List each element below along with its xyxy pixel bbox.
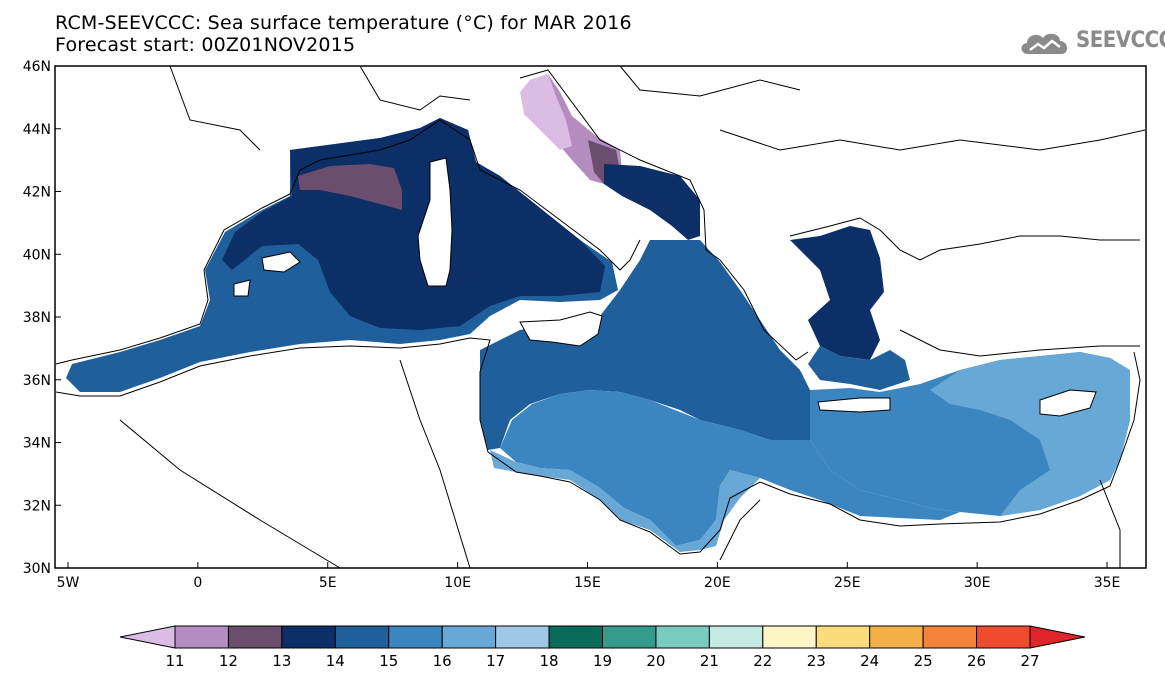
crete — [817, 397, 891, 413]
lon-tick-label: 15E — [574, 575, 601, 591]
colorbar-label: 27 — [1020, 652, 1039, 670]
colorbar-box — [281, 625, 336, 649]
aegean-15 — [808, 346, 910, 390]
colorbar-label: 16 — [433, 652, 452, 670]
colorbar-max-triangle — [1029, 625, 1086, 649]
seevccc-logo: SEEVCCC — [1018, 26, 1165, 58]
corsica-sardinia — [417, 157, 453, 287]
adriatic-11 — [520, 74, 572, 150]
central-south-16 — [500, 390, 960, 546]
coastlines — [55, 65, 1146, 569]
colorbar-label: 17 — [486, 652, 505, 670]
lon-tick-label: 25E — [834, 575, 861, 591]
lat-tick-label: 38N — [23, 310, 51, 326]
colorbar-label: 24 — [860, 652, 879, 670]
colorbar-box — [548, 625, 603, 649]
lon-tick-label: 0 — [193, 575, 202, 591]
colorbar-label: 15 — [379, 652, 398, 670]
colorbar-label: 20 — [646, 652, 665, 670]
colorbar-label: 13 — [272, 652, 291, 670]
colorbar-box — [922, 625, 978, 649]
colorbar-box — [227, 625, 283, 649]
colorbar-box — [708, 625, 764, 649]
lon-tick-label: 30E — [964, 575, 991, 591]
title-line-2: Forecast start: 00Z01NOV2015 — [55, 34, 356, 56]
south-coast-17 — [490, 450, 760, 552]
colorbar-label: 25 — [914, 652, 933, 670]
colorbar-box — [441, 625, 497, 649]
colorbar-box — [655, 625, 710, 649]
cloud-icon — [1021, 33, 1068, 54]
colorbar: 11 12 13 14 15 16 17 18 19 20 21 22 23 24 25 26 27 — [119, 625, 1086, 670]
colorbar-label: 14 — [326, 652, 345, 670]
colorbar-label: 18 — [540, 652, 559, 670]
sea-temperature-field — [66, 74, 1130, 552]
colorbar-box — [388, 625, 443, 649]
colorbar-label: 23 — [807, 652, 826, 670]
colorbar-box — [602, 625, 657, 649]
lat-tick-label: 46N — [23, 59, 51, 75]
latitude-axis: 30N 32N 34N 36N 38N 40N 42N 44N 46N — [23, 59, 61, 577]
longitude-axis: 5W 0 5E 10E 15E 20E 25E 30E 35E — [57, 562, 1121, 591]
lat-tick-label: 30N — [23, 561, 51, 577]
colorbar-label: 26 — [967, 652, 986, 670]
colorbar-label: 22 — [753, 652, 772, 670]
lat-tick-label: 32N — [23, 498, 51, 514]
lon-tick-label: 35E — [1094, 575, 1121, 591]
colorbar-label: 19 — [593, 652, 612, 670]
sicily — [519, 311, 603, 347]
logo-text: SEEVCCC — [1076, 28, 1165, 53]
map-title: RCM-SEEVCCC: Sea surface temperature (°C… — [55, 12, 632, 56]
gulf-of-lion-13 — [298, 164, 402, 210]
colorbar-box — [762, 625, 817, 649]
lat-tick-label: 42N — [23, 185, 51, 201]
colorbar-box — [495, 625, 550, 649]
colorbar-box — [869, 625, 924, 649]
lat-tick-label: 34N — [23, 436, 51, 452]
lat-tick-label: 40N — [23, 247, 51, 263]
cyprus — [1039, 389, 1097, 417]
colorbar-box — [815, 625, 871, 649]
balearic-islands — [233, 251, 301, 297]
lon-tick-label: 20E — [704, 575, 731, 591]
lon-tick-label: 5E — [319, 575, 337, 591]
colorbar-label: 11 — [165, 652, 184, 670]
title-line-1: RCM-SEEVCCC: Sea surface temperature (°C… — [55, 12, 632, 34]
aegean-14 — [790, 226, 884, 360]
colorbar-label: 21 — [700, 652, 719, 670]
lon-tick-label: 10E — [444, 575, 471, 591]
south-adriatic-14 — [604, 164, 700, 240]
lat-tick-label: 44N — [23, 122, 51, 138]
lon-tick-label: 5W — [57, 575, 80, 591]
colorbar-box — [976, 625, 1031, 649]
central-med-15 — [480, 240, 810, 450]
colorbar-min-triangle — [119, 625, 176, 649]
lat-tick-label: 36N — [23, 373, 51, 389]
colorbar-box — [334, 625, 390, 649]
colorbar-box — [174, 625, 229, 649]
colorbar-label: 12 — [219, 652, 238, 670]
